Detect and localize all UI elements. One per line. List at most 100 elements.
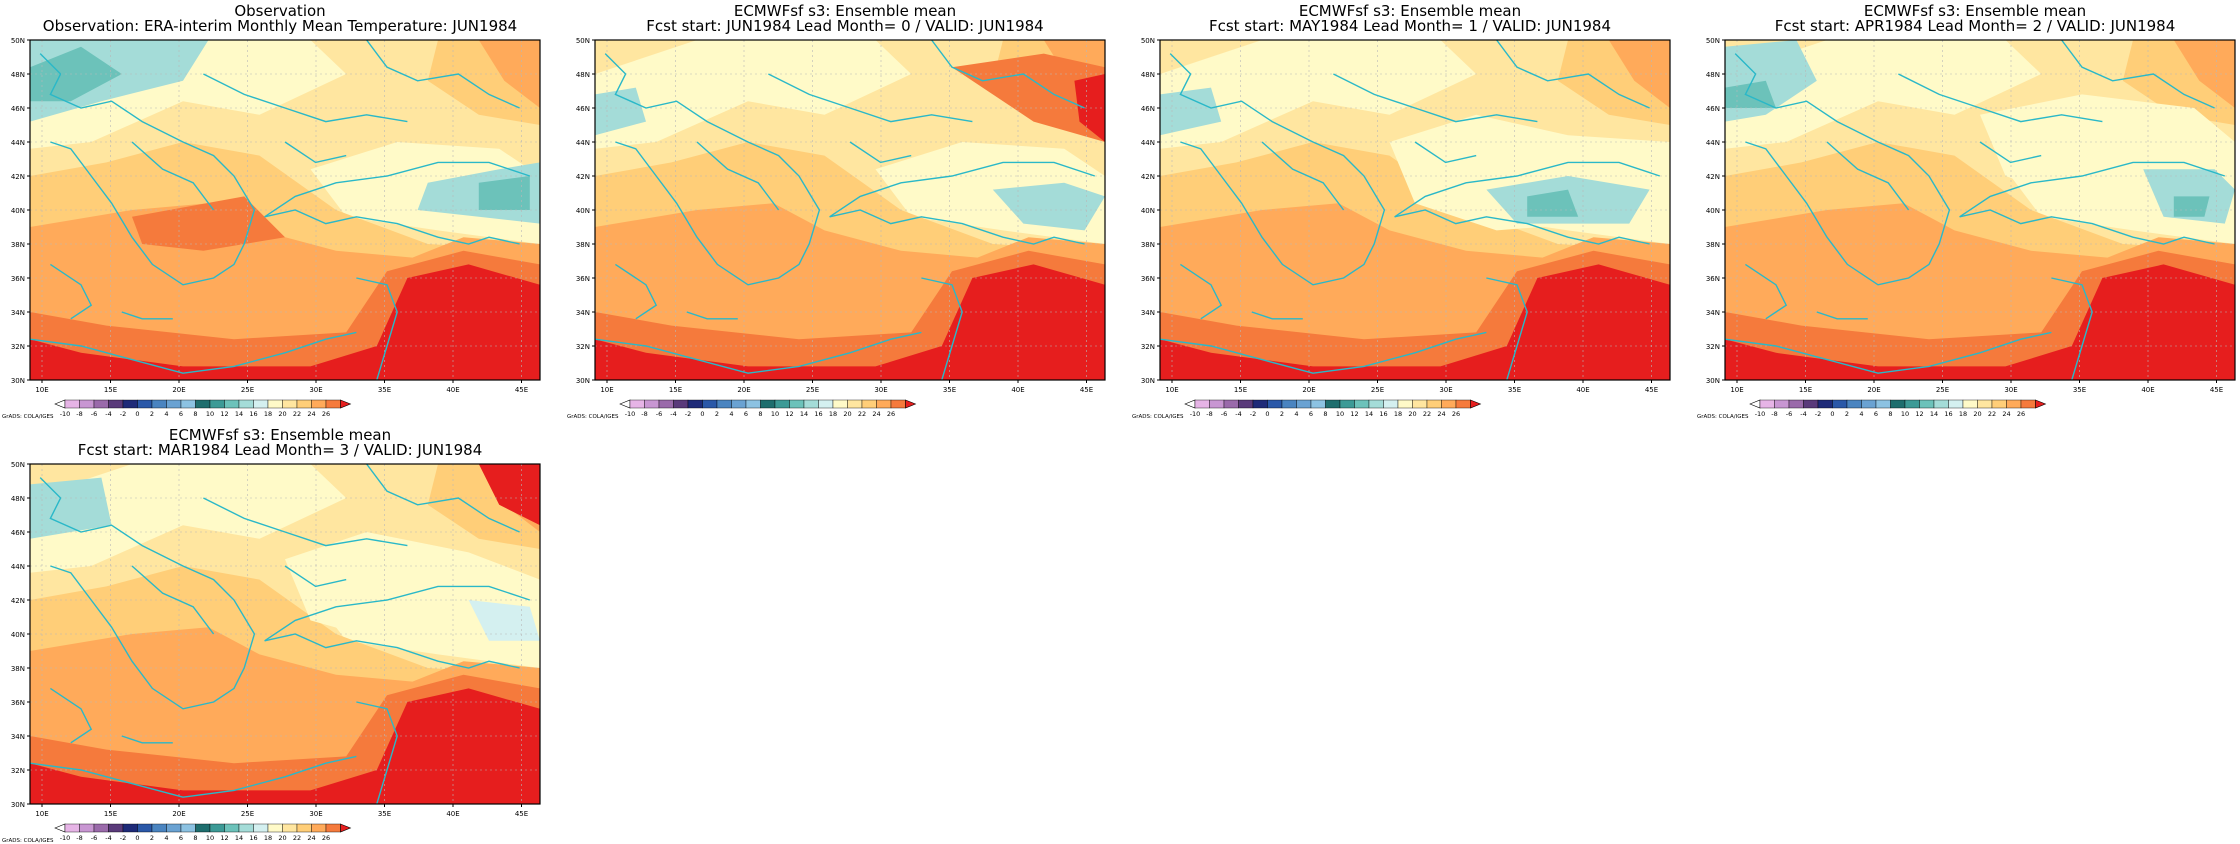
- colorbar-label: 22: [293, 410, 301, 418]
- lat-tick-label: 44N: [576, 139, 590, 147]
- colorbar-swatch: [79, 399, 95, 409]
- lon-tick-label: 40E: [1011, 386, 1024, 394]
- lon-tick-label: 15E: [104, 810, 117, 818]
- colorbar-swatch: [1441, 399, 1457, 409]
- lat-tick-label: 48N: [11, 71, 25, 79]
- colorbar-label: 12: [1350, 410, 1358, 418]
- coastline: [264, 585, 531, 642]
- lon-tick-label: 15E: [1799, 386, 1812, 394]
- lat-tick-label: 36N: [1141, 275, 1155, 283]
- colorbar-swatch: [1977, 399, 1993, 409]
- colorbar-label: -2: [120, 410, 126, 418]
- coastline: [356, 701, 398, 804]
- coastline: [50, 687, 93, 744]
- coastline: [768, 73, 973, 123]
- colorbar-label: -10: [60, 834, 71, 842]
- colorbar-arrow-low: [1184, 399, 1196, 409]
- lon-tick-label: 45E: [2210, 386, 2223, 394]
- lat-tick-label: 38N: [1141, 241, 1155, 249]
- temperature-band: [30, 477, 112, 539]
- lon-tick-label: 10E: [1165, 386, 1178, 394]
- temperature-band: [2173, 40, 2235, 108]
- lat-tick-label: 50N: [576, 37, 590, 45]
- lon-tick-label: 30E: [309, 386, 322, 394]
- lat-tick-label: 38N: [11, 665, 25, 673]
- coastline: [1898, 73, 2103, 123]
- coastline: [121, 311, 173, 320]
- coastline: [2061, 40, 2215, 109]
- lat-tick-label: 32N: [1141, 343, 1155, 351]
- colorbar-swatch: [108, 823, 124, 833]
- colorbar-swatch: [195, 399, 211, 409]
- colorbar-swatch: [238, 823, 254, 833]
- colorbar-label: 4: [1294, 410, 1298, 418]
- coastline: [1261, 141, 1345, 211]
- colorbar-label: 10: [206, 834, 214, 842]
- grads-credit: GrADS: COLA/IGES: [2, 414, 54, 420]
- lon-tick-label: 20E: [172, 810, 185, 818]
- colorbar-swatch: [137, 399, 153, 409]
- temperature-band: [1074, 74, 1105, 142]
- lon-tick-label: 35E: [1508, 386, 1521, 394]
- lat-tick-label: 48N: [1141, 71, 1155, 79]
- coastline: [284, 565, 347, 588]
- lat-tick-label: 30N: [11, 801, 25, 809]
- lat-tick-label: 50N: [1141, 37, 1155, 45]
- colorbar-label: 2: [715, 410, 719, 418]
- colorbar-swatch: [166, 399, 182, 409]
- grads-credit: GrADS: COLA/IGES: [2, 838, 54, 844]
- colorbar-label: 8: [193, 410, 197, 418]
- coastline: [1745, 263, 1788, 320]
- coastline: [2051, 277, 2093, 380]
- colorbar-label: -8: [1771, 410, 1777, 418]
- coastline: [595, 331, 922, 374]
- colorbar-swatch: [1252, 399, 1268, 409]
- temperature-band: [1608, 40, 1670, 108]
- colorbar-swatch: [238, 399, 254, 409]
- lon-tick-label: 40E: [1576, 386, 1589, 394]
- lat-tick-label: 46N: [576, 105, 590, 113]
- panel-title: ECMWFsf s3: Ensemble mean: [1298, 2, 1522, 20]
- colorbar-arrow-low: [1749, 399, 1761, 409]
- colorbar-label: 16: [249, 834, 257, 842]
- colorbar-swatch: [1296, 399, 1312, 409]
- colorbar-arrow-high: [340, 823, 352, 833]
- colorbar-label: -4: [670, 410, 676, 418]
- colorbar-label: -6: [656, 410, 662, 418]
- colorbar-label: 0: [700, 410, 704, 418]
- panel-title: Observation: [234, 2, 326, 20]
- colorbar-swatch: [64, 399, 80, 409]
- coastline: [264, 209, 520, 245]
- colorbar-label: -4: [1800, 410, 1806, 418]
- coastline: [121, 735, 173, 744]
- coastline: [131, 565, 215, 635]
- temperature-band: [595, 87, 646, 136]
- colorbar-swatch: [1368, 399, 1384, 409]
- panel-title: ECMWFsf s3: Ensemble mean: [733, 2, 957, 20]
- colorbar-label: -6: [91, 410, 97, 418]
- lat-tick-label: 42N: [1141, 173, 1155, 181]
- colorbar-label: 14: [235, 834, 243, 842]
- colorbar-swatch: [1832, 399, 1848, 409]
- coastline: [1734, 53, 1951, 286]
- coastline: [203, 73, 408, 123]
- colorbar-swatch: [1803, 399, 1819, 409]
- lon-tick-label: 35E: [2073, 386, 2086, 394]
- coastline: [1394, 161, 1661, 218]
- colorbar-swatch: [122, 823, 138, 833]
- lat-tick-label: 44N: [1141, 139, 1155, 147]
- colorbar-label: 10: [771, 410, 779, 418]
- colorbar-swatch: [1238, 399, 1254, 409]
- coastline: [1180, 263, 1223, 320]
- colorbar-swatch: [1759, 399, 1775, 409]
- colorbar-arrow-high: [340, 399, 352, 409]
- colorbar-swatch: [1933, 399, 1949, 409]
- lat-tick-label: 42N: [576, 173, 590, 181]
- colorbar-swatch: [1919, 399, 1935, 409]
- colorbar-swatch: [311, 823, 327, 833]
- colorbar-label: -2: [1815, 410, 1821, 418]
- lat-tick-label: 48N: [1706, 71, 1720, 79]
- colorbar-swatch: [789, 399, 805, 409]
- colorbar-arrow-high: [2035, 399, 2047, 409]
- colorbar-swatch: [1991, 399, 2007, 409]
